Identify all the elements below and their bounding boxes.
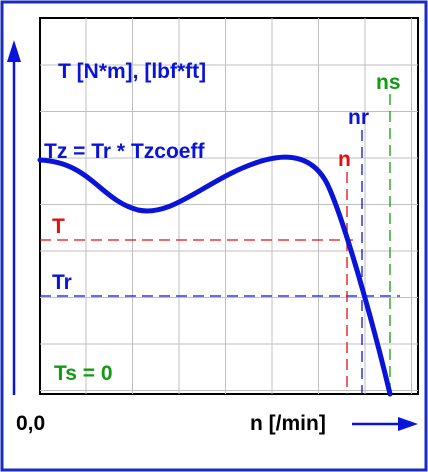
y-axis-arrow — [7, 40, 21, 395]
speed-ns-label: ns — [376, 71, 401, 94]
y-axis-label: T [N*m], [lbf*ft] — [58, 60, 206, 83]
formula-label: Tz = Tr * Tzcoeff — [44, 140, 205, 163]
torque-label: T — [52, 215, 65, 238]
rated-torque-label: Tr — [52, 271, 72, 294]
plot-frame — [39, 17, 419, 395]
x-axis-label: n [/min] — [250, 412, 326, 435]
speed-nr-label: nr — [348, 106, 369, 129]
torque-speed-curve — [37, 154, 393, 397]
origin-label: 0,0 — [16, 412, 45, 435]
starting-torque-label: Ts = 0 — [54, 362, 113, 385]
x-axis-arrow — [352, 417, 418, 431]
speed-n-label: n — [338, 148, 351, 171]
